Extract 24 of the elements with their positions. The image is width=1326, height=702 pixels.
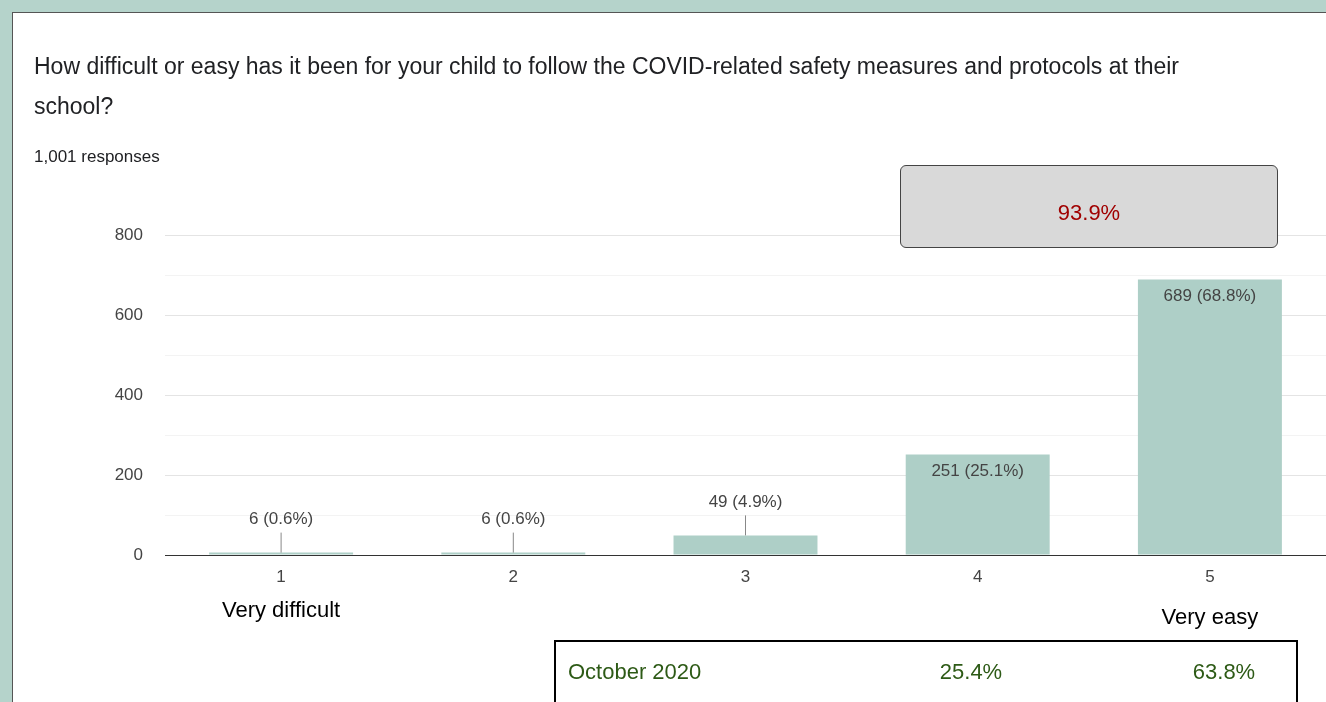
text: Very easy bbox=[1161, 604, 1259, 630]
y-tick-label: 400 bbox=[114, 384, 143, 404]
bar bbox=[673, 535, 818, 555]
data-label: 251 (25.1%) bbox=[931, 461, 1025, 481]
x-tick-label: 4 bbox=[972, 566, 983, 586]
chart-subtitle: 1,001 responses bbox=[34, 147, 160, 167]
x-tick-label: 1 bbox=[276, 566, 286, 586]
chart-title: How difficult or easy has it been for your child to follow the COVID-related safety measures and protocols at their school? bbox=[34, 52, 1180, 121]
x-tick-label: 2 bbox=[508, 566, 519, 586]
y-tick-label: 0 bbox=[133, 544, 143, 564]
data-label: 49 (4.9%) bbox=[708, 492, 783, 512]
comparison-table: October 2020 25.4% 63.8% bbox=[554, 640, 1298, 702]
data-label: 6 (0.6%) bbox=[481, 509, 546, 529]
y-tick-label: 600 bbox=[114, 304, 143, 324]
callout-box: 93.9% bbox=[900, 165, 1278, 248]
data-label: 6 (0.6%) bbox=[248, 509, 314, 529]
bar bbox=[1137, 279, 1282, 555]
x-tick-label: 5 bbox=[1205, 566, 1215, 586]
x-tick-label: 3 bbox=[740, 566, 751, 586]
data-label: 689 (68.8%) bbox=[1163, 286, 1257, 306]
bar bbox=[905, 454, 1050, 555]
y-tick-label: 800 bbox=[114, 224, 143, 244]
text: Very difficult bbox=[221, 597, 341, 623]
y-tick-label: 200 bbox=[114, 464, 143, 484]
